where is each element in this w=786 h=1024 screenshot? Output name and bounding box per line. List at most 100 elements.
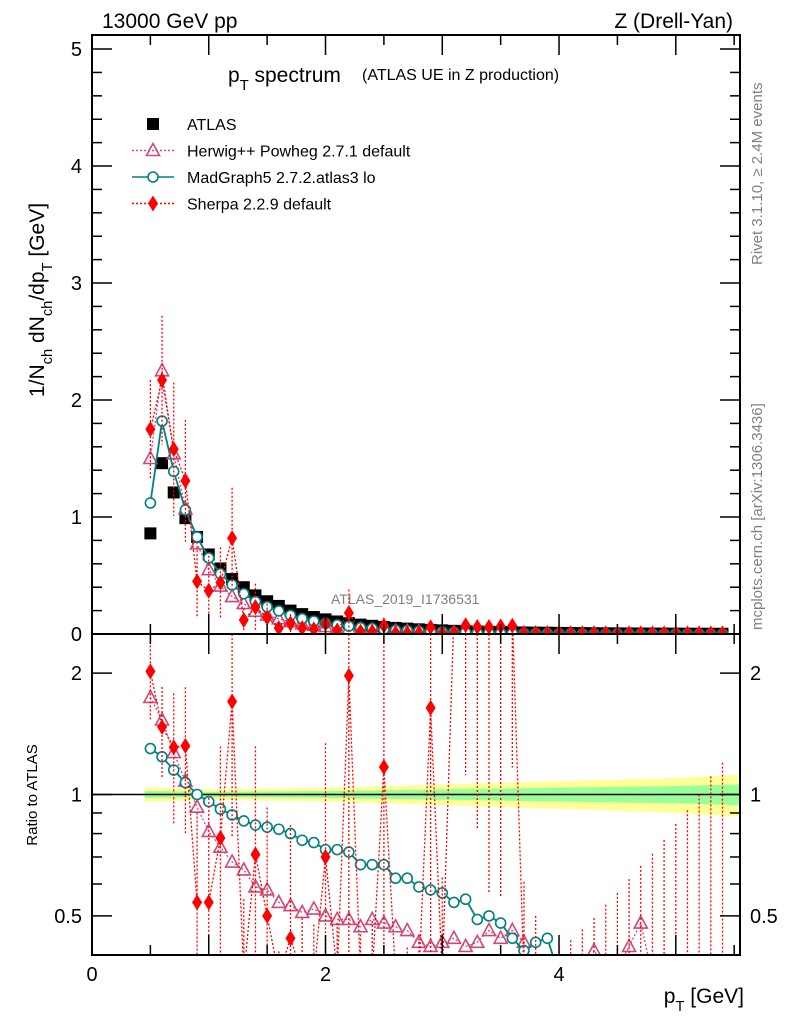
herwig-ratio-point <box>693 968 706 980</box>
herwig-ratio-point <box>235 861 252 876</box>
ratio-tick-label: 2 <box>71 663 82 685</box>
y-tick-label: 5 <box>71 39 82 61</box>
herwig-ratio-point <box>564 968 577 980</box>
sherpa-ratio-point <box>682 967 692 983</box>
y-tick-label: 3 <box>71 273 82 295</box>
subscript: T <box>40 262 56 271</box>
y-tick-label: 2 <box>71 390 82 412</box>
sherpa-data-point <box>565 625 576 634</box>
sherpa-data-point <box>635 625 646 634</box>
sherpa-ratio-point <box>636 967 646 983</box>
sherpa-ratio-point <box>402 967 412 983</box>
legend-item: Herwig++ Powheg 2.7.1 default <box>132 141 411 161</box>
sherpa-data-point <box>659 625 670 634</box>
legend-label: MadGraph5 2.7.2.atlas3 lo <box>187 170 376 187</box>
herwig-ratio-point <box>669 968 682 980</box>
herwig-ratio-point <box>352 918 369 933</box>
sherpa-data-point <box>192 573 203 590</box>
sherpa-ratio-point <box>367 967 377 983</box>
herwig-ratio-point <box>457 937 474 953</box>
analysis-watermark: ATLAS_2019_I1736531 <box>331 591 480 607</box>
herwig-ratio-point <box>259 881 275 896</box>
madgraph5-ratio-point <box>389 872 402 885</box>
sherpa-data-point <box>600 625 611 634</box>
madgraph5-data-point <box>202 552 215 564</box>
madgraph5-ratio-point <box>566 970 576 980</box>
sherpa-ratio-point <box>145 663 156 680</box>
sherpa-data-point <box>262 609 273 626</box>
sherpa-data-point <box>250 599 261 616</box>
herwig-data-point <box>142 449 159 465</box>
sherpa-ratio-point <box>332 967 342 983</box>
x-tick-label: 4 <box>553 964 564 986</box>
madgraph5-ratio-point <box>706 970 716 980</box>
sherpa-ratio-point <box>694 967 704 983</box>
sherpa-data-point <box>355 623 366 634</box>
herwig-ratio-point <box>599 962 612 974</box>
sherpa-ratio-point <box>262 907 273 924</box>
sherpa-ratio-point <box>274 967 284 983</box>
madgraph5-ratio-point <box>331 843 343 856</box>
sherpa-data-point <box>624 625 635 634</box>
sherpa-data-point <box>145 421 156 438</box>
label-part: dN <box>26 316 49 349</box>
sherpa-data-point <box>308 621 319 634</box>
x-tick-label: 2 <box>320 964 331 986</box>
label-part: /dp <box>26 271 49 300</box>
herwig-ratio-point <box>632 914 649 929</box>
madgraph5-ratio-point <box>354 858 367 871</box>
madgraph5-ratio-point <box>448 896 460 909</box>
sherpa-ratio-point <box>356 967 366 983</box>
subscript: T <box>240 78 249 94</box>
header-left: 13000 GeV pp <box>102 10 237 33</box>
sherpa-ratio-point <box>566 967 576 983</box>
herwig-ratio-point <box>294 903 311 919</box>
madgraph5-ratio-point <box>296 834 308 847</box>
sherpa-ratio-point <box>531 967 541 983</box>
sherpa-data-point <box>647 625 658 634</box>
madgraph5-data-point <box>237 587 250 600</box>
plot-subtitle: (ATLAS UE in Z production) <box>362 67 559 84</box>
madgraph5-ratio-point <box>378 858 390 871</box>
madgraph5-data-point <box>144 497 157 509</box>
sherpa-ratio-point <box>425 699 436 716</box>
sherpa-ratio-point <box>168 739 179 756</box>
header-right: Z (Drell-Yan) <box>614 10 733 33</box>
sherpa-ratio-point <box>589 967 599 983</box>
madgraph5-ratio-point <box>459 893 472 906</box>
herwig-ratio-point <box>270 893 287 909</box>
madgraph5-ratio-point <box>589 970 599 980</box>
herwig-ratio-point <box>399 921 416 937</box>
sherpa-ratio-point <box>320 848 331 865</box>
sherpa-ratio-point <box>285 930 296 947</box>
sherpa-data-point <box>285 615 296 632</box>
madgraph5-ratio-point <box>413 881 425 893</box>
ratio-tick-label-right: 2 <box>750 663 761 685</box>
madgraph5-ratio-point <box>694 970 704 980</box>
herwig-ratio-point <box>587 941 602 955</box>
sherpa-data-point <box>390 624 401 634</box>
herwig-ratio-point <box>658 968 671 980</box>
madgraph5-ratio-point <box>682 970 692 980</box>
sherpa-data-point <box>343 604 354 621</box>
sherpa-data-point <box>332 622 343 634</box>
herwig-ratio-point <box>704 968 717 980</box>
sherpa-ratio-point <box>378 758 389 775</box>
sherpa-ratio-point <box>192 894 203 911</box>
legend-marker <box>148 195 158 212</box>
herwig-ratio-point <box>200 822 217 838</box>
label-part: p <box>228 64 240 87</box>
sherpa-data-point <box>180 472 191 489</box>
herwig-ratio-point <box>305 900 322 915</box>
herwig-ratio-point <box>576 968 589 980</box>
sherpa-data-point <box>402 624 413 634</box>
y-tick-label: 0 <box>71 624 82 646</box>
label-part: [GeV] <box>26 203 49 263</box>
herwig-ratio-point <box>469 933 486 949</box>
sherpa-data-point <box>157 372 168 389</box>
herwig-ratio-point <box>224 853 240 868</box>
legend-marker <box>145 141 161 157</box>
sherpa-ratio-point <box>157 719 168 736</box>
sherpa-data-point <box>542 625 553 634</box>
